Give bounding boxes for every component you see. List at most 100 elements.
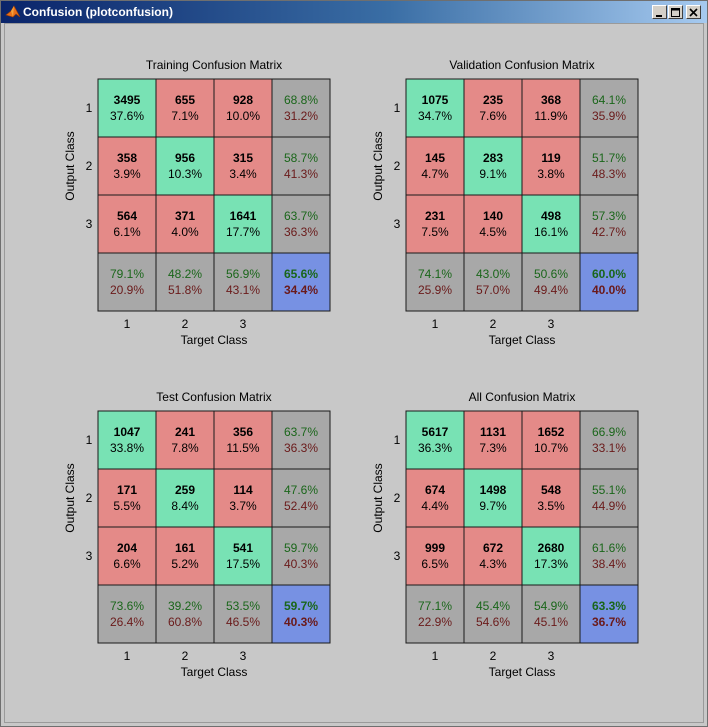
- cell-percent: 9.7%: [479, 499, 507, 513]
- y-axis-label: Output Class: [63, 131, 77, 200]
- cell-percent: 36.3%: [418, 441, 452, 455]
- error-percent: 52.4%: [284, 499, 318, 513]
- matrix-cell: [463, 194, 523, 254]
- cell-count: 235: [483, 93, 503, 107]
- y-tick-label: 1: [394, 101, 401, 115]
- minimize-button[interactable]: [652, 5, 667, 19]
- accuracy-percent: 73.6%: [110, 599, 144, 613]
- confusion-plots: Training Confusion Matrix349537.6%6557.1…: [63, 58, 639, 679]
- cell-percent: 6.5%: [421, 557, 449, 571]
- cell-percent: 5.5%: [113, 499, 141, 513]
- cell-percent: 3.9%: [113, 167, 141, 181]
- y-tick-label: 2: [394, 159, 401, 173]
- accuracy-percent: 57.3%: [592, 209, 626, 223]
- cell-percent: 34.7%: [418, 109, 452, 123]
- chart-title: Test Confusion Matrix: [156, 390, 271, 404]
- cell-count: 259: [175, 483, 195, 497]
- matrix-cell: [405, 194, 465, 254]
- figure-canvas: Training Confusion Matrix 3495 37.6% 655 7.1…: [4, 23, 704, 723]
- cell-count: 5617: [422, 425, 449, 439]
- row-summary-cell: [271, 526, 331, 586]
- cell-count: 1641: [230, 209, 257, 223]
- cell-count: 171: [117, 483, 137, 497]
- cell-count: 541: [233, 541, 253, 555]
- accuracy-percent: 47.6%: [284, 483, 318, 497]
- cell-percent: 4.7%: [421, 167, 449, 181]
- close-button[interactable]: [686, 5, 701, 19]
- cell-percent: 4.3%: [479, 557, 507, 571]
- matrix-cell: [405, 136, 465, 196]
- accuracy-percent: 48.2%: [168, 267, 202, 281]
- accuracy-percent: 54.9%: [534, 599, 568, 613]
- row-summary-cell: [579, 194, 639, 254]
- error-percent: 43.1%: [226, 283, 260, 297]
- error-percent: 44.9%: [592, 499, 626, 513]
- cell-count: 548: [541, 483, 561, 497]
- y-tick-label: 1: [86, 101, 93, 115]
- matrix-cell: [463, 78, 523, 138]
- matrix-cell: [155, 410, 215, 470]
- error-percent: 46.5%: [226, 615, 260, 629]
- x-tick-label: 1: [124, 317, 131, 331]
- row-summary-cell: [271, 410, 331, 470]
- cell-count: 119: [541, 151, 561, 165]
- cell-percent: 5.2%: [171, 557, 199, 571]
- chart-title: All Confusion Matrix: [469, 390, 576, 404]
- cell-percent: 7.8%: [171, 441, 199, 455]
- column-summary-cell: [155, 584, 215, 644]
- accuracy-percent: 68.8%: [284, 93, 318, 107]
- matrix-cell: [463, 410, 523, 470]
- cell-percent: 7.1%: [171, 109, 199, 123]
- row-summary-cell: [579, 526, 639, 586]
- error-percent: 48.3%: [592, 167, 626, 181]
- accuracy-percent: 64.1%: [592, 93, 626, 107]
- error-percent: 25.9%: [418, 283, 452, 297]
- error-percent: 36.7%: [592, 615, 626, 629]
- x-axis-label: Target Class: [489, 333, 556, 347]
- y-tick-label: 1: [86, 433, 93, 447]
- cell-percent: 3.4%: [229, 167, 257, 181]
- overall-accuracy-cell: [579, 584, 639, 644]
- cell-count: 1498: [480, 483, 507, 497]
- cell-count: 498: [541, 209, 561, 223]
- matrix-cell: [405, 526, 465, 586]
- column-summary-cell: [521, 252, 581, 312]
- cell-count: 140: [483, 209, 503, 223]
- cell-count: 204: [117, 541, 137, 555]
- y-axis-label: Output Class: [371, 131, 385, 200]
- cell-count: 999: [425, 541, 445, 555]
- chart-title: Training Confusion Matrix: [146, 58, 282, 72]
- cell-percent: 7.5%: [421, 225, 449, 239]
- matrix-cell: [97, 136, 157, 196]
- all-confusion-matrix: All Confusion Matrix561736.3%11317.3%165…: [371, 390, 639, 679]
- x-tick-label: 3: [240, 317, 247, 331]
- cell-percent: 10.3%: [168, 167, 202, 181]
- x-tick-label: 1: [432, 649, 439, 663]
- maximize-button[interactable]: [668, 5, 683, 19]
- cell-percent: 6.6%: [113, 557, 141, 571]
- accuracy-percent: 51.7%: [592, 151, 626, 165]
- error-percent: 38.4%: [592, 557, 626, 571]
- cell-count: 145: [425, 151, 445, 165]
- y-tick-label: 2: [86, 491, 93, 505]
- accuracy-percent: 45.4%: [476, 599, 510, 613]
- overall-accuracy-cell: [579, 252, 639, 312]
- cell-percent: 16.1%: [534, 225, 568, 239]
- error-percent: 20.9%: [110, 283, 144, 297]
- matrix-cell: [463, 468, 523, 528]
- matrix-cell: [521, 468, 581, 528]
- column-summary-cell: [97, 252, 157, 312]
- accuracy-percent: 53.5%: [226, 599, 260, 613]
- chart-title: Validation Confusion Matrix: [449, 58, 594, 72]
- x-tick-label: 2: [182, 649, 189, 663]
- cell-percent: 8.4%: [171, 499, 199, 513]
- training-confusion-matrix: Training Confusion Matrix 3495 37.6% 655 7.1…: [63, 58, 331, 347]
- title-bar[interactable]: Confusion (plotconfusion): [1, 1, 707, 23]
- matrix-cell: [97, 526, 157, 586]
- error-percent: 31.2%: [284, 109, 318, 123]
- error-percent: 41.3%: [284, 167, 318, 181]
- x-tick-label: 2: [490, 649, 497, 663]
- row-summary-cell: [579, 468, 639, 528]
- cell-count: 3495: [114, 93, 141, 107]
- column-summary-cell: [521, 584, 581, 644]
